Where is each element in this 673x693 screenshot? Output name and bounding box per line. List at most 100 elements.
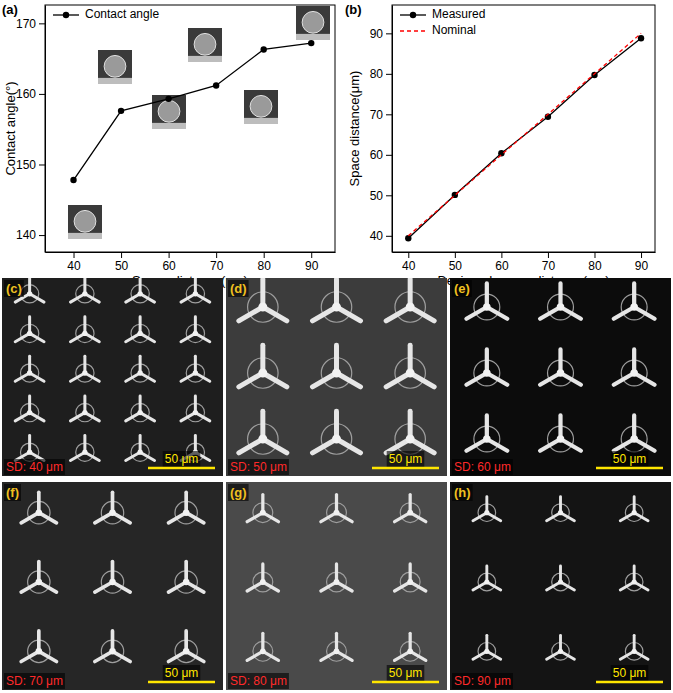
tripod [620, 566, 648, 591]
legend-line [400, 30, 426, 31]
panel-label: (b) [345, 2, 362, 17]
tripod-head [630, 303, 638, 311]
legend-marker [63, 12, 69, 18]
tripod-head [258, 435, 267, 444]
scale-bar-label: 50 μm [165, 666, 199, 680]
label-patch [452, 459, 513, 475]
axis-line [45, 6, 46, 253]
series-line [74, 43, 312, 180]
legend-label: Measured [432, 7, 485, 21]
image-bg [2, 278, 223, 476]
tick: 40 [370, 229, 392, 243]
label-patch [452, 673, 513, 689]
tripod [540, 283, 581, 320]
tick: 90 [370, 27, 392, 41]
tripod [247, 495, 278, 523]
tripod [70, 278, 99, 303]
tick: 50 [115, 252, 129, 273]
tripod-head [193, 370, 198, 375]
tripod [126, 356, 155, 382]
tripod-head [334, 648, 340, 654]
plot-frame [45, 5, 335, 252]
droplet [104, 55, 126, 77]
tripod [95, 492, 130, 524]
scale-bar [372, 681, 439, 684]
tripod [473, 497, 501, 522]
tick-label: 170 [16, 17, 36, 31]
tick: 90 [305, 252, 319, 273]
photo-bg [68, 205, 102, 239]
plot-area [70, 40, 314, 183]
substrate [296, 34, 330, 40]
plot-frame [392, 5, 655, 252]
tripod [395, 495, 426, 523]
tick-label: 80 [588, 259, 602, 273]
tripod-head [82, 410, 87, 415]
tripod-head [557, 435, 565, 443]
tripod-head [137, 291, 142, 296]
label-patch [4, 673, 65, 689]
tick-mark [121, 252, 122, 258]
tripod [466, 349, 507, 386]
tripod [473, 635, 501, 660]
scale-bar-label: 50 μm [613, 452, 647, 466]
tripod-head [258, 303, 267, 312]
tick-mark [455, 252, 456, 258]
tick: 160 [16, 87, 45, 101]
tripod-head [484, 649, 489, 654]
tripod [15, 436, 44, 462]
droplet [302, 11, 324, 33]
tripod [473, 566, 501, 591]
droplet-photo [188, 28, 222, 62]
tripod-head [82, 450, 87, 455]
tripod-head [260, 648, 266, 654]
tripod-head [558, 649, 563, 654]
tripod-head [630, 369, 638, 377]
panel-label: (e) [454, 281, 470, 296]
tripod [95, 631, 130, 663]
droplet [158, 100, 180, 122]
data-point [213, 82, 219, 88]
structures [247, 495, 426, 662]
data-point [638, 35, 644, 41]
tick: 80 [370, 67, 392, 81]
tick-label: 70 [210, 259, 224, 273]
sem-panel: (d)SD: 50 μm50 μm [226, 278, 447, 476]
tripod-head [258, 369, 267, 378]
tick-mark [169, 252, 170, 258]
y-axis: 140150160170 [16, 6, 46, 253]
tripod [21, 562, 56, 594]
tick-mark [39, 23, 45, 24]
data-point [70, 177, 76, 183]
tick-label: 60 [162, 259, 176, 273]
tick: 40 [402, 252, 416, 273]
sd-label: SD: 80 μm [230, 674, 287, 688]
data-point [118, 108, 124, 114]
tripod-head [334, 510, 340, 516]
insets [68, 6, 330, 239]
image-bg [450, 278, 671, 476]
tripod [386, 411, 434, 454]
tripod-head [36, 648, 43, 655]
tick-mark [216, 252, 217, 258]
tripod [614, 349, 655, 386]
droplet-photo [98, 50, 132, 84]
tripod-head [183, 648, 190, 655]
tripod-head [82, 331, 87, 336]
tripod-head [406, 369, 415, 378]
tripod-head [406, 435, 415, 444]
tripod-head [137, 450, 142, 455]
figure: 405060708090140150160170Space distance(μ… [0, 0, 673, 693]
tick: 70 [370, 108, 392, 122]
tripod-head [483, 303, 491, 311]
tripod-head [27, 450, 32, 455]
tick: 90 [635, 252, 649, 273]
scale-bar [596, 467, 663, 470]
label-patch [387, 451, 425, 467]
tick: 80 [588, 252, 602, 273]
tripod [126, 396, 155, 422]
tick-label: 40 [67, 259, 81, 273]
sem-panel: (e)SD: 60 μm50 μm [450, 278, 671, 476]
axis-line [392, 6, 393, 253]
sem-panel: (g)SD: 80 μm50 μm [226, 482, 447, 690]
